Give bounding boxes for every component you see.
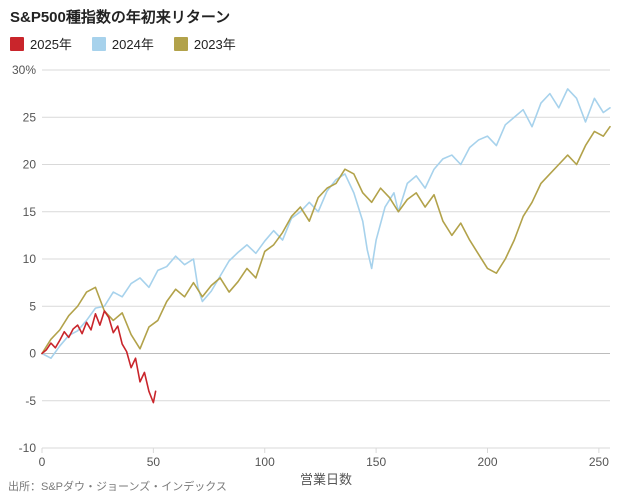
y-tick-label: 5 [29, 299, 36, 313]
y-tick-label: 20 [23, 158, 37, 172]
plot-area: -10 -5 0 5 10 15 20 25 30% 0 50 100 150 200 250 営業日数 [0, 0, 620, 500]
x-tick-label: 0 [39, 455, 46, 469]
source-text: 出所：S&Pダウ・ジョーンズ・インデックス [8, 478, 227, 494]
x-tick-label: 150 [366, 455, 386, 469]
y-tick-label: 25 [23, 110, 37, 124]
x-tick-label: 250 [589, 455, 609, 469]
x-tick-label: 100 [255, 455, 275, 469]
y-tick-label: 0 [29, 347, 36, 361]
y-tick-label: 15 [23, 205, 37, 219]
y-tick-label: 30% [12, 63, 36, 77]
series-line-2024年 [42, 89, 610, 358]
x-axis-label: 営業日数 [300, 472, 352, 487]
series-line-2025年 [42, 311, 156, 403]
y-tick-label: 10 [23, 252, 37, 266]
y-tick-label: -5 [25, 394, 36, 408]
x-tick-label: 50 [147, 455, 161, 469]
chart-container: S&P500種指数の年初来リターン 2025年 2024年 2023年 -10-… [0, 0, 620, 500]
series-line-2023年 [42, 127, 610, 354]
x-tick-label: 200 [477, 455, 497, 469]
y-tick-label: -10 [19, 441, 37, 455]
